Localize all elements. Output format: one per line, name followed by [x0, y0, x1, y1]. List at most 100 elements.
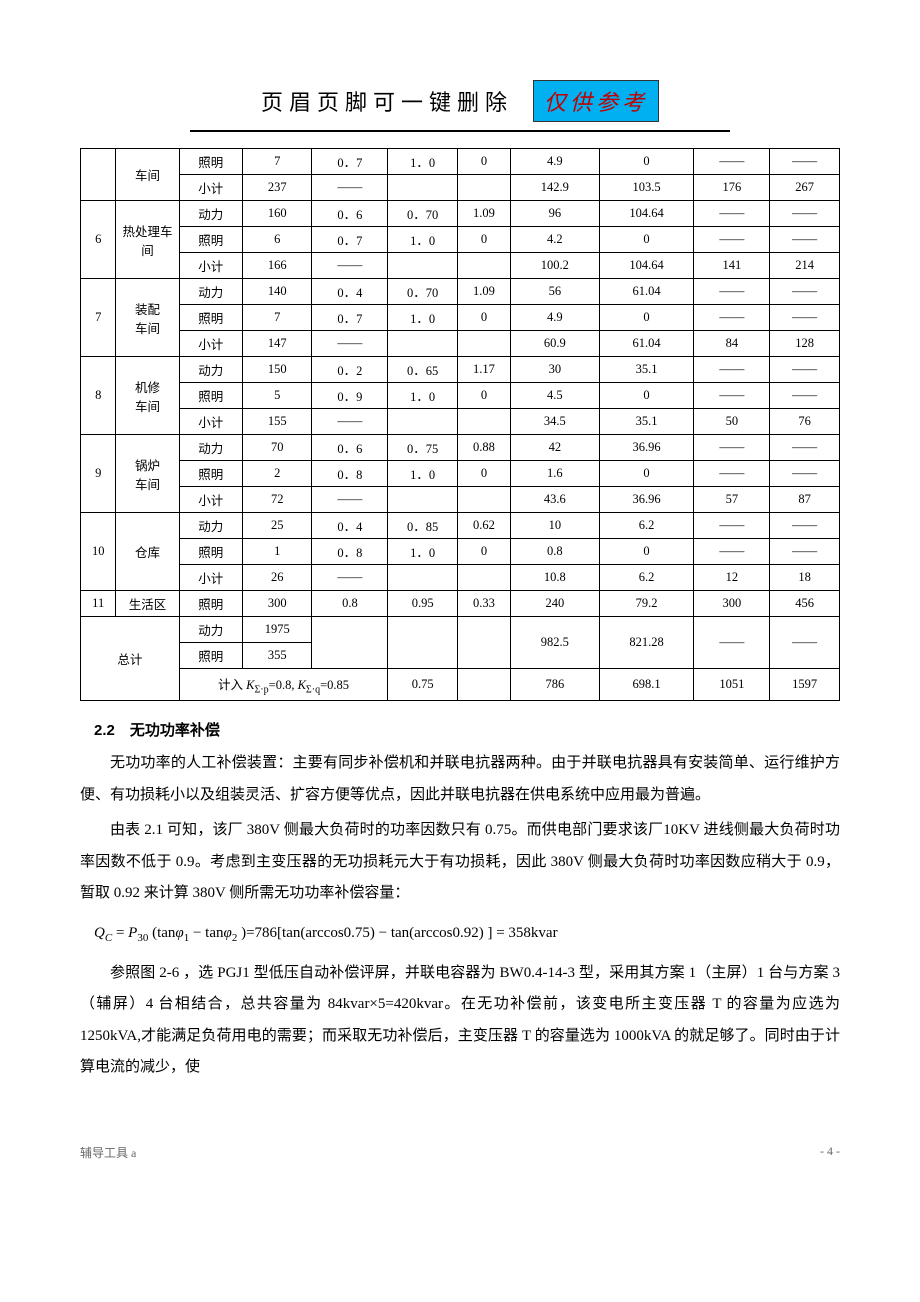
cell-c5: 1．0 — [388, 383, 458, 409]
cell-c4: 0．8 — [312, 461, 388, 487]
table-row: 车间照明70．71．004.90———— — [81, 149, 840, 175]
cell-c5 — [388, 565, 458, 591]
cell-type: 动力 — [179, 357, 242, 383]
section-title: 2.2 无功功率补偿 — [94, 719, 840, 740]
table-row: 小计147——60.961.0484128 — [81, 331, 840, 357]
cell-c6: 0.62 — [457, 513, 510, 539]
cell-c4: 0．7 — [312, 305, 388, 331]
table-row: 7装配车间动力1400．40．701.095661.04———— — [81, 279, 840, 305]
footer-left: 辅导工具 a — [80, 1144, 136, 1161]
cell-c10: 456 — [770, 591, 840, 617]
cell-c7: 4.9 — [511, 149, 600, 175]
cell-index: 8 — [81, 357, 116, 435]
cell-c9: —— — [694, 383, 770, 409]
cell-c7: 4.2 — [511, 227, 600, 253]
cell-c6 — [457, 409, 510, 435]
cell-c10: —— — [770, 617, 840, 669]
cell-c4: 0．4 — [312, 513, 388, 539]
cell-c7: 4.9 — [511, 305, 600, 331]
cell-c5: 1．0 — [388, 149, 458, 175]
cell-c9: —— — [694, 305, 770, 331]
cell-c6: 0 — [457, 305, 510, 331]
cell-c9: —— — [694, 279, 770, 305]
cell-type: 动力 — [179, 435, 242, 461]
table-row: 照明10．81．000.80———— — [81, 539, 840, 565]
cell-c5: 1．0 — [388, 227, 458, 253]
cell-c9: 176 — [694, 175, 770, 201]
cell-c3: 1 — [242, 539, 312, 565]
cell-type: 动力 — [179, 513, 242, 539]
cell-c6 — [457, 487, 510, 513]
cell-c5: 0．75 — [388, 435, 458, 461]
cell-c8: 698.1 — [599, 669, 694, 701]
cell-c6: 0 — [457, 383, 510, 409]
cell-c3: 5 — [242, 383, 312, 409]
cell-c7: 56 — [511, 279, 600, 305]
cell-c9: 141 — [694, 253, 770, 279]
cell-c3: 1975 — [242, 617, 312, 643]
cell-c4: 0．4 — [312, 279, 388, 305]
cell-total-label: 总计 — [81, 617, 180, 701]
cell-index: 9 — [81, 435, 116, 513]
cell-type: 照明 — [179, 591, 242, 617]
cell-c3: 2 — [242, 461, 312, 487]
cell-name: 锅炉车间 — [116, 435, 179, 513]
cell-c5: 1．0 — [388, 305, 458, 331]
cell-c5 — [388, 331, 458, 357]
table-row-total: 总计动力1975982.5821.28———— — [81, 617, 840, 643]
cell-c7: 10.8 — [511, 565, 600, 591]
cell-type: 动力 — [179, 201, 242, 227]
cell-c7: 10 — [511, 513, 600, 539]
cell-c4: —— — [312, 331, 388, 357]
table-row: 10仓库动力250．40．850.62106.2———— — [81, 513, 840, 539]
cell-c4: 0.8 — [312, 591, 388, 617]
cell-index: 7 — [81, 279, 116, 357]
cell-c3: 160 — [242, 201, 312, 227]
header-rule — [190, 130, 730, 132]
table-row: 8机修车间动力1500．20．651.173035.1———— — [81, 357, 840, 383]
cell-type: 照明 — [179, 383, 242, 409]
cell-c4: 0．8 — [312, 539, 388, 565]
cell-type: 小计 — [179, 331, 242, 357]
footer-right: - 4 - — [820, 1144, 840, 1161]
cell-c6: 1.09 — [457, 201, 510, 227]
cell-c7: 142.9 — [511, 175, 600, 201]
table-row: 11生活区照明3000.80.950.3324079.2300456 — [81, 591, 840, 617]
table-row: 小计166——100.2104.64141214 — [81, 253, 840, 279]
paragraph-1: 无功功率的人工补偿装置：主要有同步补偿机和并联电抗器两种。由于并联电抗器具有安装… — [80, 748, 840, 811]
cell-c7: 0.8 — [511, 539, 600, 565]
cell-c5: 0．70 — [388, 201, 458, 227]
cell-c9: 12 — [694, 565, 770, 591]
cell-c8: 104.64 — [599, 201, 694, 227]
cell-c7: 240 — [511, 591, 600, 617]
cell-blank — [388, 617, 458, 669]
cell-c4: —— — [312, 175, 388, 201]
cell-c9: 84 — [694, 331, 770, 357]
cell-c6 — [457, 565, 510, 591]
cell-c3: 355 — [242, 643, 312, 669]
cell-index: 11 — [81, 591, 116, 617]
cell-c7: 982.5 — [511, 617, 600, 669]
table-row: 照明50．91．004.50———— — [81, 383, 840, 409]
cell-c6: 0.33 — [457, 591, 510, 617]
cell-c4: 0．7 — [312, 149, 388, 175]
paragraph-3: 参照图 2-6 ，选 PGJ1 型低压自动补偿评屏，并联电容器为 BW0.4-1… — [80, 958, 840, 1084]
cell-c6: 0 — [457, 227, 510, 253]
cell-c10: —— — [770, 227, 840, 253]
cell-c10: 18 — [770, 565, 840, 591]
cell-c10: —— — [770, 357, 840, 383]
cell-type: 小计 — [179, 409, 242, 435]
cell-c5: 0．85 — [388, 513, 458, 539]
cell-c4: 0．6 — [312, 435, 388, 461]
cell-c8: 35.1 — [599, 357, 694, 383]
table-row-total: 计入 KΣ·p=0.8, KΣ·q=0.850.75786698.1105115… — [81, 669, 840, 701]
cell-c6: 0 — [457, 461, 510, 487]
cell-c4: —— — [312, 565, 388, 591]
reference-badge: 仅供参考 — [533, 80, 659, 122]
cell-c7: 786 — [511, 669, 600, 701]
cell-c8: 36.96 — [599, 487, 694, 513]
cell-name: 仓库 — [116, 513, 179, 591]
cell-name: 车间 — [116, 149, 179, 201]
cell-type: 动力 — [179, 279, 242, 305]
cell-c8: 0 — [599, 227, 694, 253]
